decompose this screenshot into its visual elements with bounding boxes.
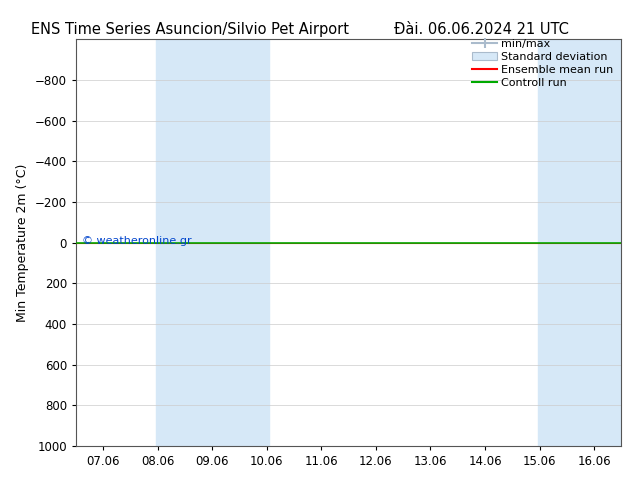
Text: © weatheronline.gr: © weatheronline.gr	[82, 236, 191, 245]
Legend: min/max, Standard deviation, Ensemble mean run, Controll run: min/max, Standard deviation, Ensemble me…	[470, 37, 616, 90]
Bar	[156, 39, 269, 446]
Y-axis label: Min Temperature 2m (°C): Min Temperature 2m (°C)	[16, 163, 29, 322]
Text: Đài. 06.06.2024 21 UTC: Đài. 06.06.2024 21 UTC	[394, 22, 569, 37]
Text: ENS Time Series Asuncion/Silvio Pet Airport: ENS Time Series Asuncion/Silvio Pet Airp…	[31, 22, 349, 37]
Bar	[538, 39, 621, 446]
